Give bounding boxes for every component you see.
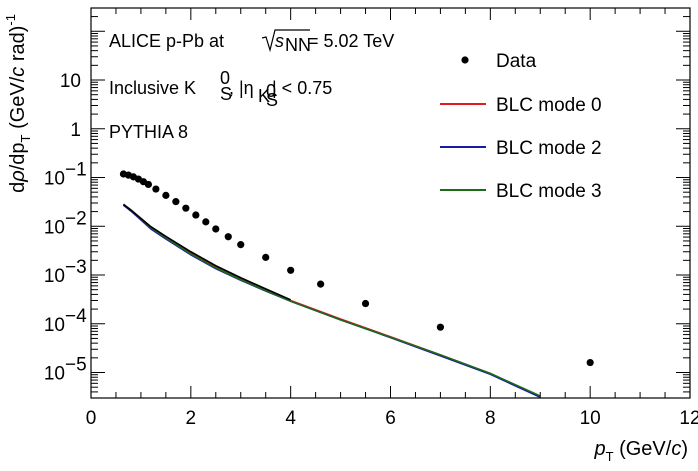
- k0-subscript: S: [220, 84, 232, 104]
- eta-subscript-k-sup: 0: [266, 81, 276, 101]
- x-tick-label: 12: [679, 408, 698, 429]
- legend-label-data: Data: [496, 51, 537, 72]
- data-point: [182, 204, 190, 212]
- data-point: [224, 233, 232, 241]
- data-point: [152, 185, 160, 193]
- x-tick-label: 2: [186, 408, 197, 429]
- x-tick-label: 0: [86, 408, 97, 429]
- sqrt-s: s: [275, 31, 284, 51]
- annotation-energy: = 5.02 TeV: [308, 31, 394, 51]
- data-point: [202, 218, 210, 226]
- y-tick-label-exponent: −5: [65, 355, 87, 376]
- x-tick-label: 10: [580, 408, 601, 429]
- annotation-line-1: ALICE p-Pb at: [109, 31, 224, 51]
- y-tick-label-exponent: −3: [65, 257, 87, 278]
- sqrt-symbol: [261, 29, 310, 53]
- legend-label-mode2: BLC mode 2: [496, 138, 602, 159]
- data-point: [144, 180, 152, 189]
- y-tick-label: 10: [44, 169, 65, 190]
- data-point: [317, 280, 325, 288]
- y-tick-label-exponent: −2: [65, 208, 87, 229]
- annotation-line-3: PYTHIA 8: [109, 122, 188, 142]
- y-axis-title: dρ/dpT (GeV/c rad)-1: [3, 14, 33, 193]
- y-tick-label: 10: [60, 71, 81, 92]
- data-point: [172, 198, 180, 206]
- annotation-eta-range: | < 0.75: [272, 78, 332, 98]
- y-tick-label: 1: [70, 120, 81, 141]
- data-point: [262, 253, 270, 261]
- data-point: [361, 299, 370, 308]
- x-tick-label: 8: [485, 408, 496, 429]
- sqrt-s-subscript: NN: [285, 35, 311, 55]
- data-point: [192, 211, 200, 219]
- data-point: [237, 241, 245, 249]
- y-tick-label-exponent: −4: [65, 306, 87, 327]
- ticks-layer: [90, 7, 691, 399]
- plot-frame: [90, 7, 691, 399]
- legend: Data BLC mode 0 BLC mode 2 BLC mode 3: [440, 51, 602, 202]
- y-tick-label: 10: [44, 364, 65, 385]
- x-tick-label: 4: [285, 408, 296, 429]
- legend-label-mode3: BLC mode 3: [496, 181, 602, 202]
- y-tick-label-exponent: −1: [65, 160, 87, 181]
- data-point: [436, 323, 445, 331]
- data-point: [287, 266, 295, 274]
- annotation-line-2: Inclusive K: [109, 78, 196, 98]
- legend-data-marker: [461, 56, 469, 64]
- y-tick-label: 10: [44, 266, 65, 287]
- y-tick-label: 10: [44, 217, 65, 238]
- series-layer: [119, 170, 594, 399]
- annotation-eta: , |η: [229, 78, 254, 98]
- y-tick-label: 10: [44, 315, 65, 336]
- k0-superscript: 0: [220, 68, 230, 88]
- legend-label-mode0: BLC mode 0: [496, 95, 602, 116]
- eta-subscript-k-sub: S: [266, 90, 278, 110]
- data-point: [586, 358, 594, 367]
- data-point: [162, 191, 170, 199]
- eta-subscript-k: K: [258, 86, 270, 106]
- x-axis-title: pT (GeV/c): [593, 438, 688, 464]
- x-tick-label: 6: [385, 408, 396, 429]
- data-point: [212, 225, 220, 233]
- series-line-black-curve: [122, 203, 291, 301]
